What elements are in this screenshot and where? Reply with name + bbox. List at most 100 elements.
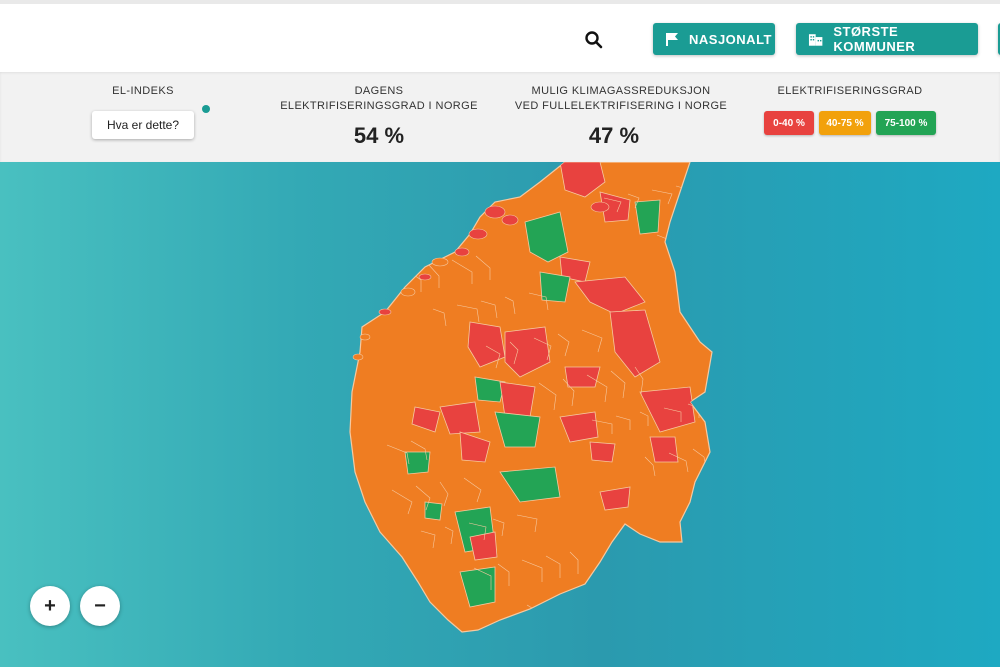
legend-chip-low[interactable]: 0-40 % [764,111,814,135]
municipality-border [398,222,417,243]
municipality-region[interactable] [404,451,431,475]
what-is-this-button[interactable]: Hva er dette? [92,111,194,139]
island-region[interactable] [400,287,416,297]
el-index-label: EL-INDEKS [112,85,174,97]
municipality-border [432,308,447,327]
municipality-border [386,444,410,465]
current-electrification-label: DAGENS ELEKTRIFISERINGSGRAD I NORGE [259,84,499,114]
building-icon [808,34,823,46]
zoom-out-button[interactable]: − [80,586,120,626]
municipality-region[interactable] [459,431,491,463]
search-icon[interactable] [584,30,604,50]
municipality-border [444,526,454,545]
municipality-border [497,563,510,586]
municipality-region[interactable] [589,441,616,463]
current-electrification-value: 54 % [353,123,405,148]
municipality-border [475,255,491,280]
municipality-region[interactable] [599,191,631,223]
municipality-border [639,411,649,426]
municipality-border [427,263,440,288]
municipality-border [697,493,710,519]
municipality-border [451,259,473,284]
reduction-label-line1: MULIG KLIMAGASSREDUKSJON [531,85,711,97]
municipality-border [473,567,492,590]
municipality-region[interactable] [499,381,536,418]
zoom-in-button[interactable]: + [30,586,70,626]
municipality-border [557,333,570,357]
island-region[interactable] [468,228,488,240]
municipality-region[interactable] [634,199,661,235]
municipality-region[interactable] [599,486,631,511]
norway-map[interactable] [0,162,1000,667]
island-region[interactable] [454,247,470,257]
municipality-border [504,296,516,315]
municipality-border [569,551,579,574]
municipality-region[interactable] [411,406,441,433]
island-region[interactable] [359,333,371,341]
municipality-border [391,489,413,515]
municipality-region[interactable] [499,466,561,503]
top-bar: NASJONALT STØRSTE KOMMUNER [0,0,1000,72]
municipality-border [516,514,538,533]
municipality-region[interactable] [469,531,498,561]
municipality-border [485,345,501,369]
municipality-region[interactable] [574,276,646,315]
legend-chip-mid[interactable]: 40-75 % [819,111,871,135]
municipality-region[interactable] [474,376,506,403]
current-label-line2: ELEKTRIFISERINGSGRAD I NORGE [280,100,478,112]
municipality-border [634,366,644,395]
map-view[interactable]: + − [0,162,1000,667]
municipality-border [598,592,619,621]
legend-chip-high[interactable]: 75-100 % [876,111,936,135]
municipality-border [545,555,561,578]
emission-reduction-value: 47 % [588,123,640,148]
current-label-line1: DAGENS [354,85,404,97]
national-button[interactable]: NASJONALT [653,23,775,55]
island-region[interactable] [484,205,506,219]
municipality-region[interactable] [524,211,569,263]
emission-reduction-label: MULIG KLIMAGASSREDUKSJON VED FULLELEKTRI… [499,84,743,114]
island-region[interactable] [352,353,364,361]
municipality-border [680,230,696,251]
municipality-border [644,456,656,477]
municipality-region[interactable] [559,411,599,443]
largest-municipalities-button[interactable]: STØRSTE KOMMUNER [796,23,978,55]
municipality-border [374,226,384,247]
municipality-region[interactable] [564,366,601,388]
municipality-border [562,378,575,407]
island-region[interactable] [431,257,449,267]
stats-bar: EL-INDEKS Hva er dette? DAGENS ELEKTRIFI… [0,72,1000,162]
island-region[interactable] [378,308,392,316]
municipality-border [663,407,682,422]
municipality-border [468,522,487,541]
municipality-border [422,218,435,239]
offscreen-nav-button[interactable] [998,23,1000,55]
municipality-region[interactable] [539,271,571,303]
municipality-region[interactable] [439,401,481,435]
flag-icon [666,32,678,46]
municipality-region[interactable] [459,566,496,608]
island-region[interactable] [590,201,610,213]
municipality-border [615,415,631,430]
municipality-region[interactable] [467,321,506,368]
municipality-region[interactable] [649,436,679,463]
municipality-region[interactable] [504,326,551,378]
municipality-region[interactable] [559,162,606,198]
municipality-border [651,189,673,205]
municipality-border [480,300,498,319]
municipality-border [533,337,552,361]
municipality-border [521,559,543,582]
municipality-border [528,292,549,311]
municipality-border [492,518,505,537]
municipality-region[interactable] [609,309,661,378]
municipality-region[interactable] [494,411,541,448]
legend-title: ELEKTRIFISERINGSGRAD [777,85,923,97]
island-region[interactable] [418,273,432,281]
municipality-border [574,596,586,625]
municipality-border [627,193,640,209]
island-region[interactable] [501,214,519,226]
municipality-border [410,440,428,461]
municipality-region[interactable] [424,501,443,521]
municipality-border [509,341,519,365]
municipality-border [415,485,431,511]
